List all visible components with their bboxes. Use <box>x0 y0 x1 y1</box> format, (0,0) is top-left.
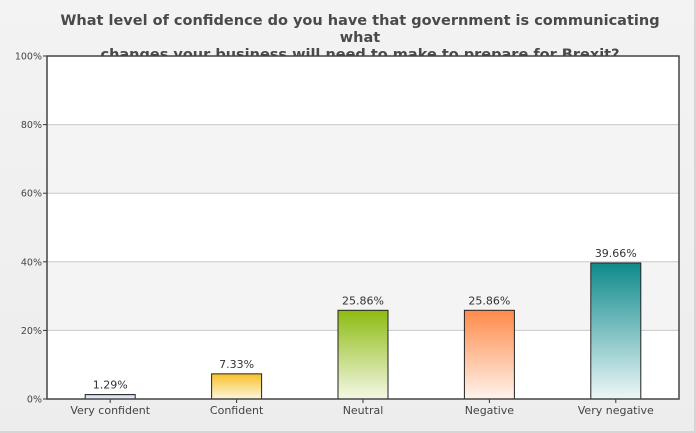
x-tick-label: Confident <box>210 404 264 417</box>
bar <box>337 309 389 400</box>
data-label: 39.66% <box>595 247 637 260</box>
x-tick-label: Very confident <box>70 404 150 417</box>
y-tick-label: 60% <box>21 189 42 200</box>
bar <box>211 373 263 400</box>
y-tick-label: 40% <box>21 257 42 268</box>
x-tick-label: Neutral <box>343 404 384 417</box>
x-tick-label: Very negative <box>578 404 654 417</box>
y-tick-label: 80% <box>21 120 42 131</box>
bar <box>590 262 642 400</box>
chart-title-line-1: What level of confidence do you have tha… <box>60 13 660 46</box>
grid-band <box>47 124 679 194</box>
data-label: 25.86% <box>342 294 384 307</box>
y-tick-label: 0% <box>27 395 42 406</box>
data-label: 25.86% <box>468 294 510 307</box>
x-tick-label: Negative <box>465 404 515 417</box>
data-label: 7.33% <box>219 358 254 371</box>
y-tick-label: 100% <box>15 52 42 63</box>
y-tick-label: 20% <box>21 326 42 337</box>
data-label: 1.29% <box>93 379 128 392</box>
plot-border <box>46 55 680 400</box>
bar <box>463 309 515 400</box>
